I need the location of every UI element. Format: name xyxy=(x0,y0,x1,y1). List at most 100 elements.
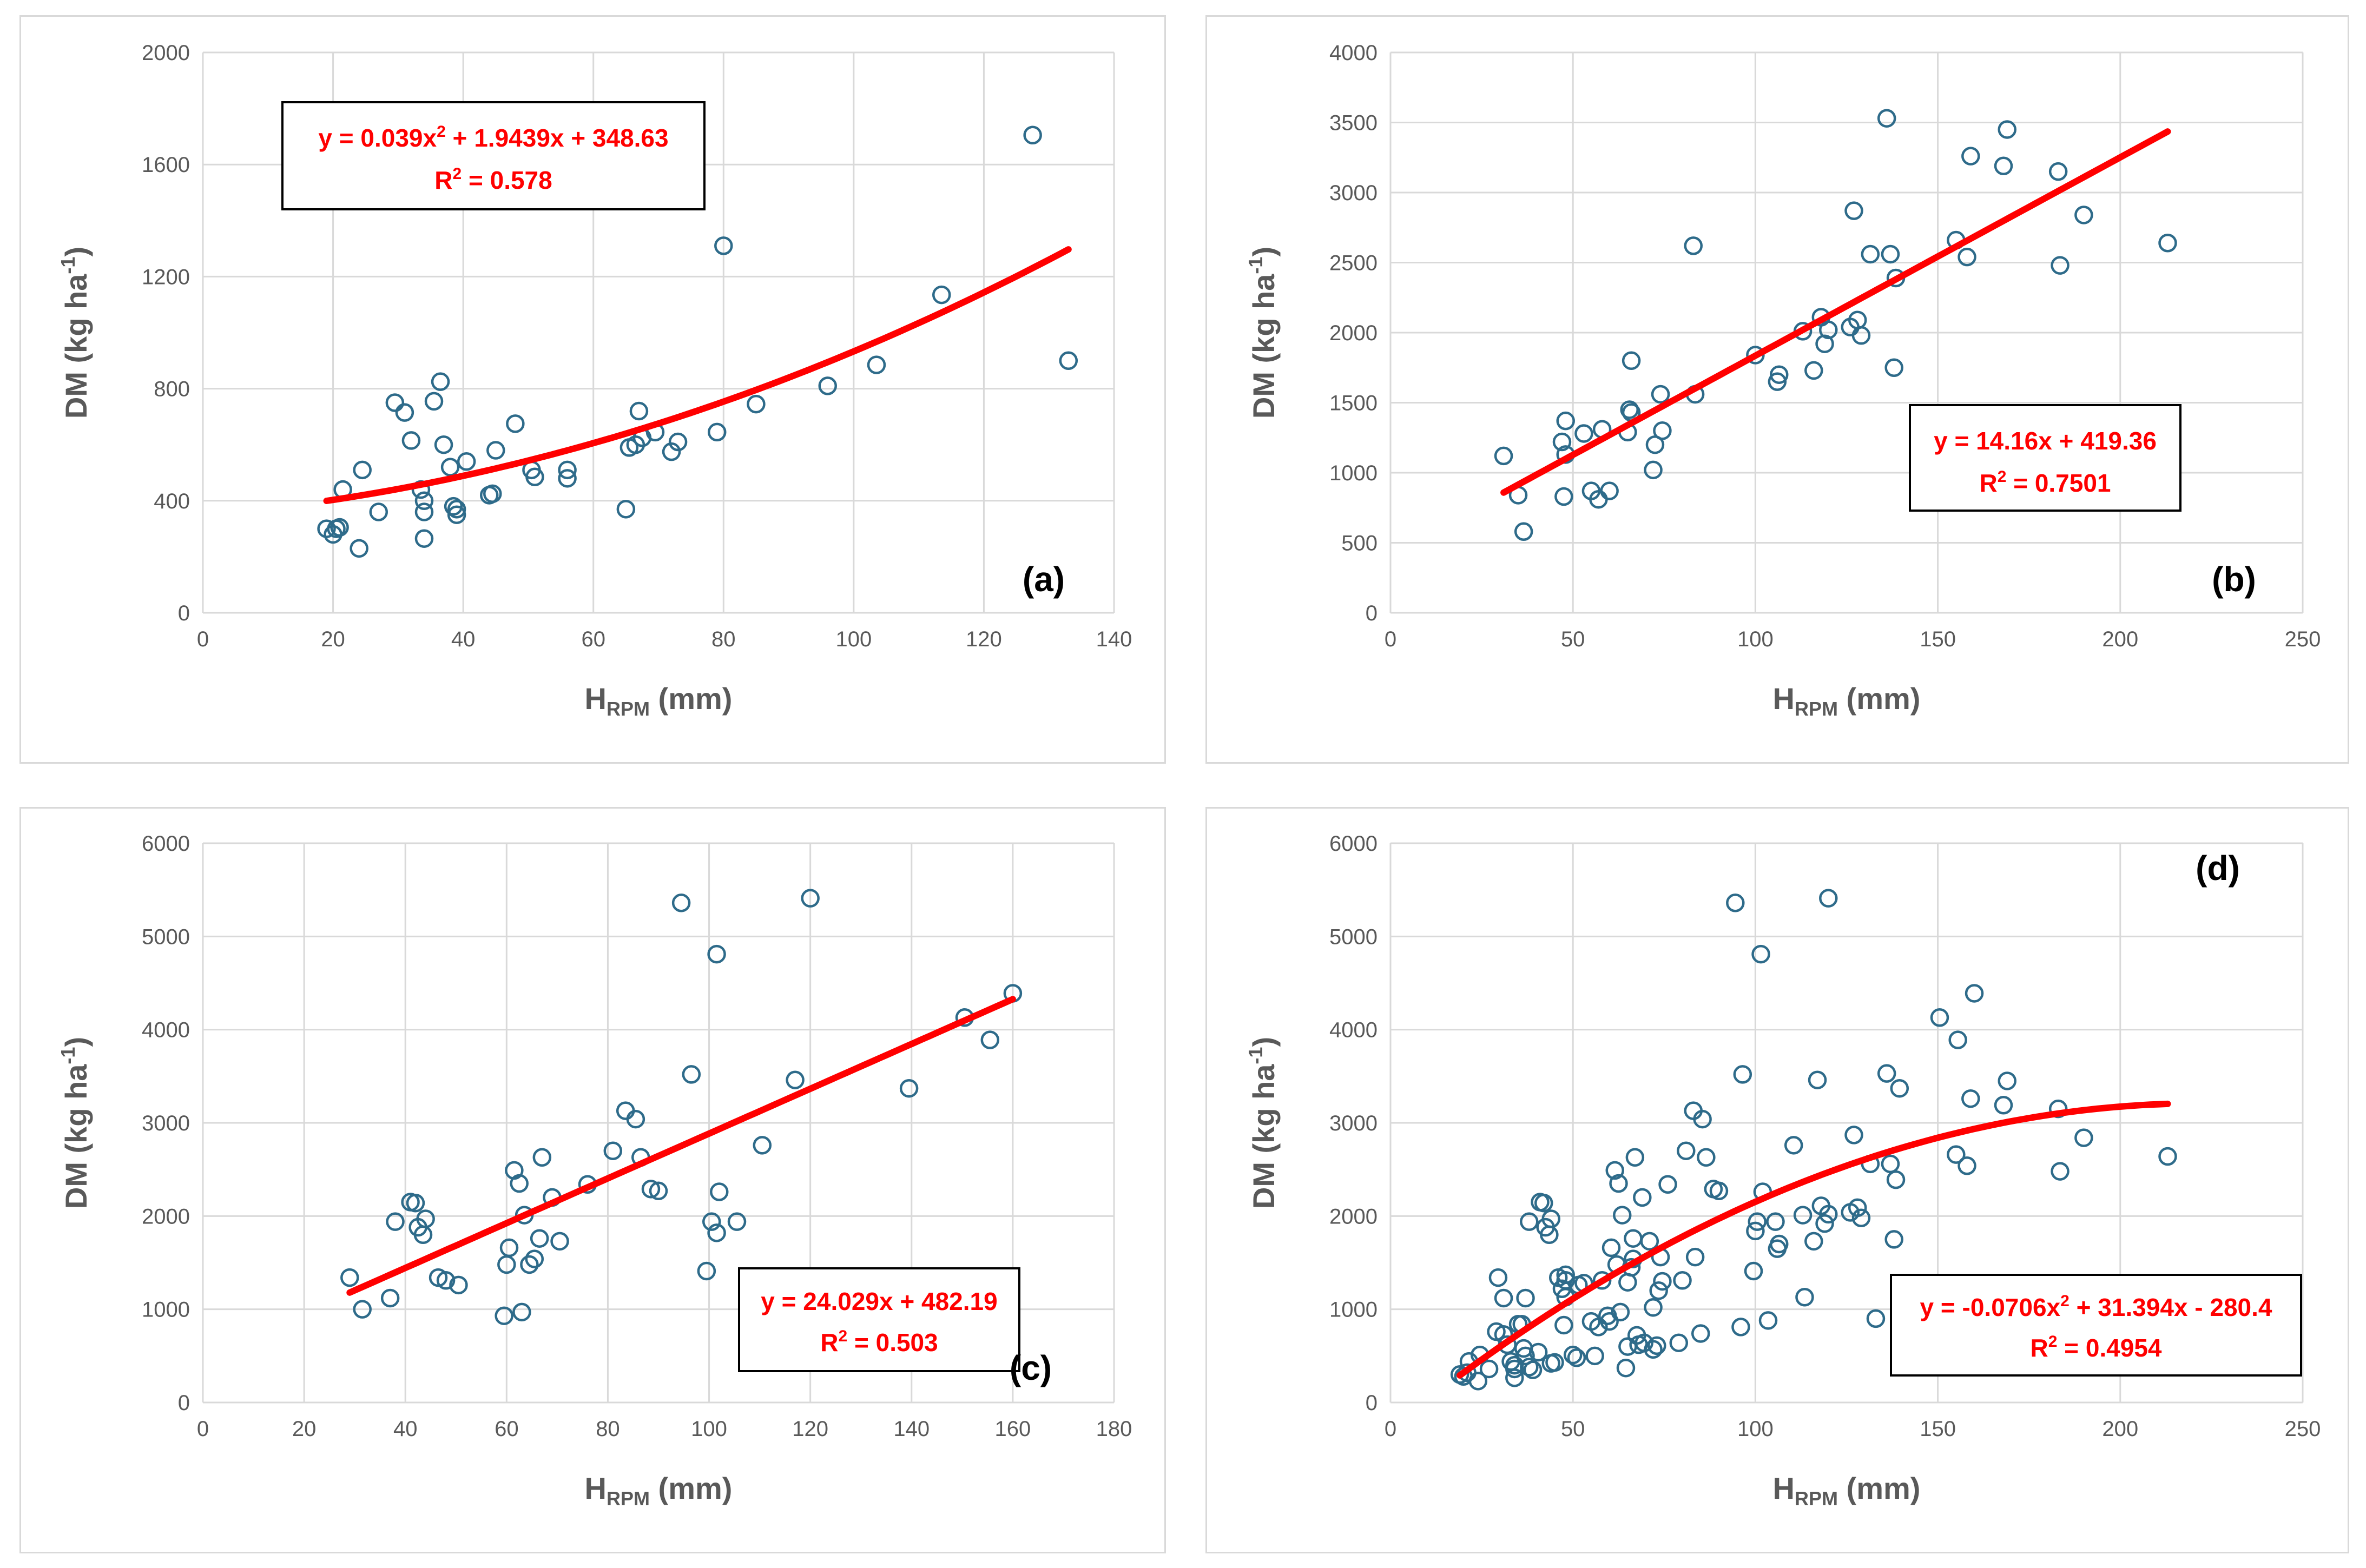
data-point xyxy=(2048,162,2068,181)
data-point xyxy=(1554,487,1573,506)
data-point xyxy=(1640,1232,1659,1251)
data-point xyxy=(386,1212,405,1231)
data-point xyxy=(406,1193,425,1213)
data-point xyxy=(1622,351,1641,371)
y-tick-label: 400 xyxy=(154,489,190,513)
data-point xyxy=(1768,372,1787,391)
y-tick-label: 5000 xyxy=(142,925,190,949)
x-tick-label: 60 xyxy=(495,1417,519,1441)
data-point xyxy=(714,236,733,255)
data-point xyxy=(710,1182,729,1201)
data-point xyxy=(2051,256,2070,275)
data-point xyxy=(2074,206,2093,224)
data-point xyxy=(1541,1209,1560,1228)
x-tick-label: 20 xyxy=(321,627,345,651)
data-point xyxy=(447,500,466,519)
y-tick-label: 0 xyxy=(178,1391,190,1415)
data-point xyxy=(1644,460,1663,480)
data-point xyxy=(1819,320,1838,340)
data-point xyxy=(1994,156,2013,176)
data-point xyxy=(1784,1136,1803,1155)
trendline xyxy=(346,996,1016,1296)
y-tick-label: 3000 xyxy=(1329,1112,1378,1135)
data-point xyxy=(1602,1238,1621,1258)
data-point xyxy=(1795,1288,1814,1307)
data-point xyxy=(414,491,434,511)
data-point xyxy=(1616,1358,1636,1378)
x-tick-label: 40 xyxy=(393,1417,418,1441)
y-tick-label: 5000 xyxy=(1329,925,1378,949)
x-tick-label: 0 xyxy=(1385,1417,1396,1441)
x-tick-label: 80 xyxy=(596,1417,620,1441)
data-point xyxy=(2158,1147,2177,1166)
data-point xyxy=(1844,1126,1863,1144)
data-point xyxy=(510,1174,529,1193)
data-point xyxy=(2158,233,2177,253)
y-tick-label: 3500 xyxy=(1329,111,1378,135)
data-point xyxy=(401,431,421,450)
data-point xyxy=(1574,424,1593,443)
data-point xyxy=(649,1181,668,1201)
trend-equation: y = -0.0706x2 + 31.394x - 280.4 xyxy=(1920,1292,2272,1321)
data-point xyxy=(1685,1247,1705,1267)
data-point xyxy=(1848,1198,1867,1218)
data-point xyxy=(350,539,368,558)
y-tick-label: 3000 xyxy=(142,1112,190,1135)
data-point xyxy=(1620,400,1639,419)
data-point xyxy=(1697,1148,1716,1167)
data-point xyxy=(449,1275,468,1295)
data-point xyxy=(616,1101,635,1120)
trendline xyxy=(323,246,1072,504)
data-point xyxy=(1731,1318,1750,1337)
panel-label: (a) xyxy=(1023,560,1065,599)
data-point xyxy=(1494,446,1513,466)
data-point xyxy=(727,1212,747,1231)
data-point xyxy=(1612,1206,1632,1225)
data-point xyxy=(1651,385,1670,404)
y-tick-label: 6000 xyxy=(1329,832,1378,856)
data-point xyxy=(2051,1162,2070,1181)
data-point xyxy=(1866,1309,1886,1328)
data-point xyxy=(431,372,450,391)
data-point xyxy=(1958,247,1976,267)
x-tick-label: 80 xyxy=(711,627,736,651)
y-tick-label: 6000 xyxy=(142,832,190,856)
data-point xyxy=(1844,201,1863,220)
data-point xyxy=(1567,1348,1586,1367)
y-axis-title: DM (kg ha-1) xyxy=(1244,1037,1281,1209)
data-point xyxy=(369,502,388,521)
data-point xyxy=(424,392,444,411)
x-tick-label: 50 xyxy=(1561,1417,1585,1441)
data-point xyxy=(1534,1193,1553,1213)
data-point xyxy=(682,1065,701,1084)
data-point xyxy=(525,467,544,487)
data-point xyxy=(1693,1109,1712,1129)
data-point xyxy=(702,1212,721,1231)
trendline xyxy=(1456,1100,2171,1379)
data-point xyxy=(1748,1212,1767,1231)
data-point xyxy=(1600,481,1619,500)
data-point xyxy=(1819,1205,1838,1224)
chart-b: 0 50 100 150 200 2500500100015002000250030003… xyxy=(1244,41,2321,720)
x-axis-title: HRPM (mm) xyxy=(585,1471,733,1510)
data-point xyxy=(1808,1070,1827,1089)
data-point xyxy=(558,460,577,480)
chart-d: 0 50 100 150 200 250 0 1000 2000 3000 4000 5000 6000… xyxy=(1244,832,2321,1510)
data-point xyxy=(1516,1346,1535,1366)
data-point xyxy=(1819,889,1838,908)
data-point xyxy=(530,1229,549,1248)
data-point xyxy=(385,393,405,412)
data-point xyxy=(380,1288,400,1308)
data-point xyxy=(1645,435,1665,454)
data-point xyxy=(1881,1154,1900,1174)
data-point xyxy=(1585,1346,1604,1366)
y-tick-label: 1000 xyxy=(142,1298,190,1322)
data-point xyxy=(1744,1261,1763,1281)
data-point xyxy=(353,1300,372,1319)
data-point xyxy=(980,1030,1000,1049)
y-tick-label: 1600 xyxy=(142,153,190,177)
data-point xyxy=(330,518,349,537)
data-point xyxy=(1965,984,1984,1003)
x-tick-label: 100 xyxy=(1737,627,1774,651)
y-tick-label: 2000 xyxy=(1329,321,1378,345)
